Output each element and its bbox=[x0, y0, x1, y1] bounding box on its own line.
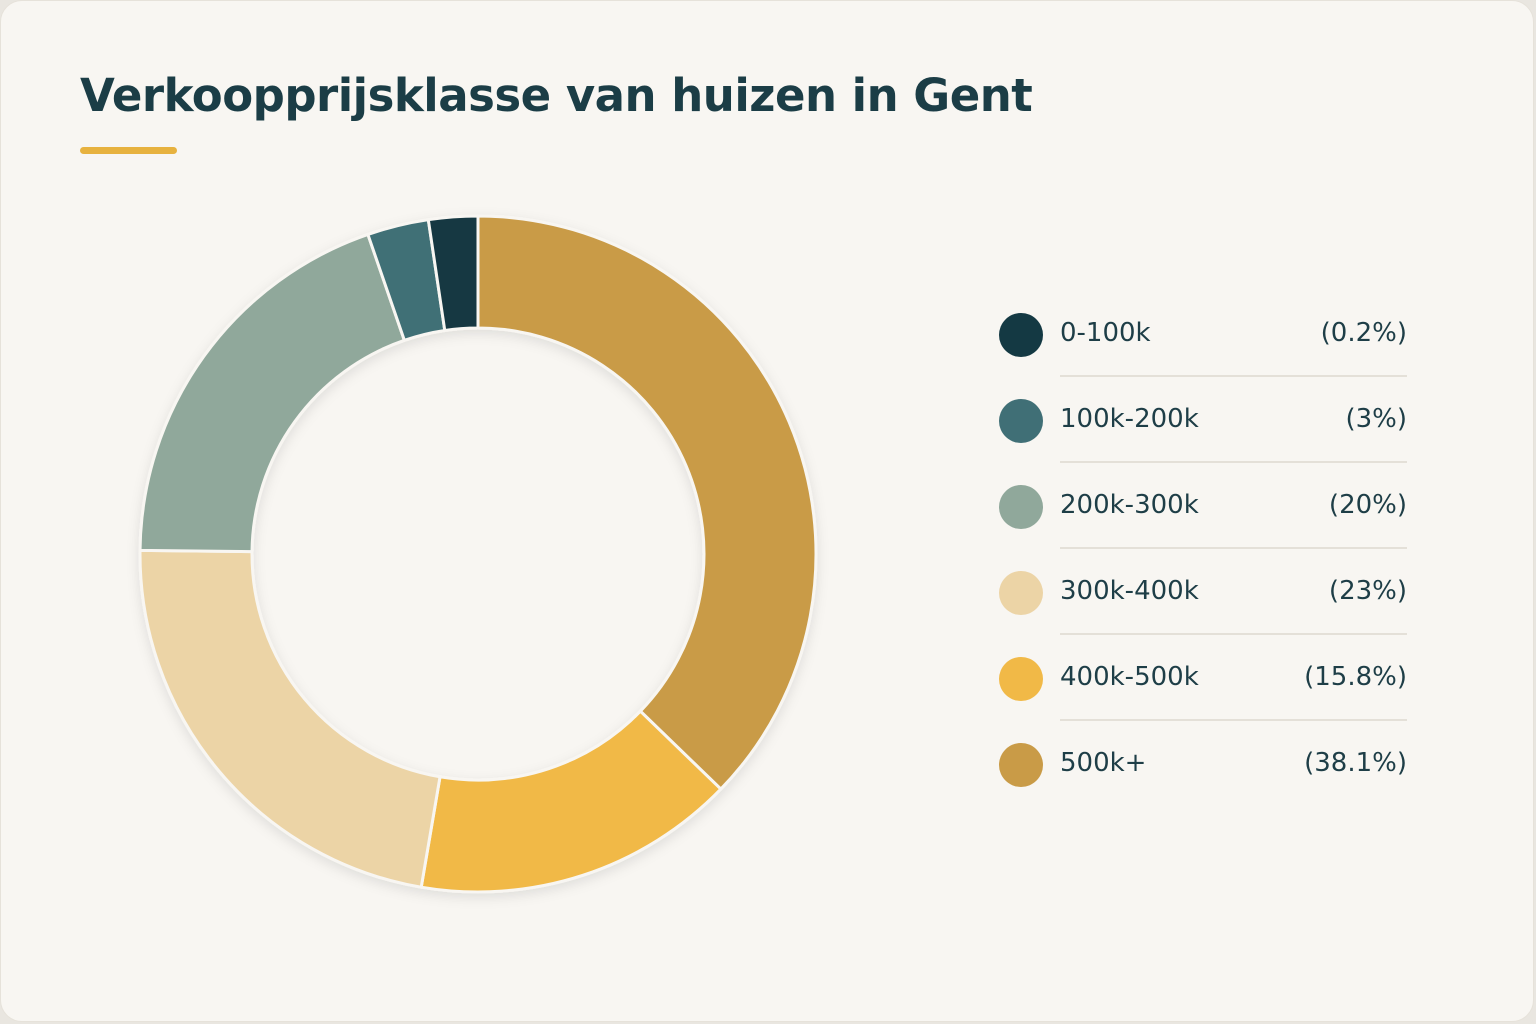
legend-value: (15.8%) bbox=[1304, 662, 1407, 692]
legend-value: (38.1%) bbox=[1304, 748, 1407, 778]
legend-swatch bbox=[999, 485, 1043, 529]
legend-item: 500k+ (38.1%) bbox=[997, 721, 1407, 807]
legend-label: 100k-200k bbox=[1060, 404, 1199, 434]
legend-divider bbox=[1060, 547, 1407, 549]
legend-item: 0-100k (0.2%) bbox=[997, 291, 1407, 377]
legend-swatch bbox=[999, 399, 1043, 443]
chart-legend: 0-100k (0.2%) 100k-200k (3%) 200k-300k (20%) 3… bbox=[997, 291, 1407, 807]
legend-value: (23%) bbox=[1328, 576, 1407, 606]
legend-swatch bbox=[999, 743, 1043, 787]
legend-label: 0-100k bbox=[1060, 318, 1151, 348]
legend-divider bbox=[1060, 719, 1407, 721]
donut-slices bbox=[138, 214, 818, 894]
donut-slice-200k-300k bbox=[138, 232, 406, 554]
donut-slice-300k-400k bbox=[138, 548, 442, 889]
legend-divider bbox=[1060, 633, 1407, 635]
legend-label: 200k-300k bbox=[1060, 490, 1199, 520]
legend-item: 400k-500k (15.8%) bbox=[997, 635, 1407, 721]
legend-item: 200k-300k (20%) bbox=[997, 463, 1407, 549]
legend-item: 100k-200k (3%) bbox=[997, 377, 1407, 463]
legend-swatch bbox=[999, 571, 1043, 615]
legend-item: 300k-400k (23%) bbox=[997, 549, 1407, 635]
title-accent-bar bbox=[80, 147, 177, 154]
legend-swatch bbox=[999, 657, 1043, 701]
donut-slice-500k+ bbox=[476, 214, 818, 791]
legend-label: 300k-400k bbox=[1060, 576, 1199, 606]
legend-divider bbox=[1060, 375, 1407, 377]
legend-divider bbox=[1060, 461, 1407, 463]
legend-value: (20%) bbox=[1328, 490, 1407, 520]
legend-value: (3%) bbox=[1345, 404, 1407, 434]
chart-title: Verkoopprijsklasse van huizen in Gent bbox=[80, 69, 1033, 122]
legend-label: 500k+ bbox=[1060, 748, 1147, 778]
legend-swatch bbox=[999, 313, 1043, 357]
donut-chart bbox=[138, 214, 818, 894]
legend-value: (0.2%) bbox=[1320, 318, 1407, 348]
donut-slice-0-100k bbox=[426, 214, 480, 332]
legend-label: 400k-500k bbox=[1060, 662, 1199, 692]
